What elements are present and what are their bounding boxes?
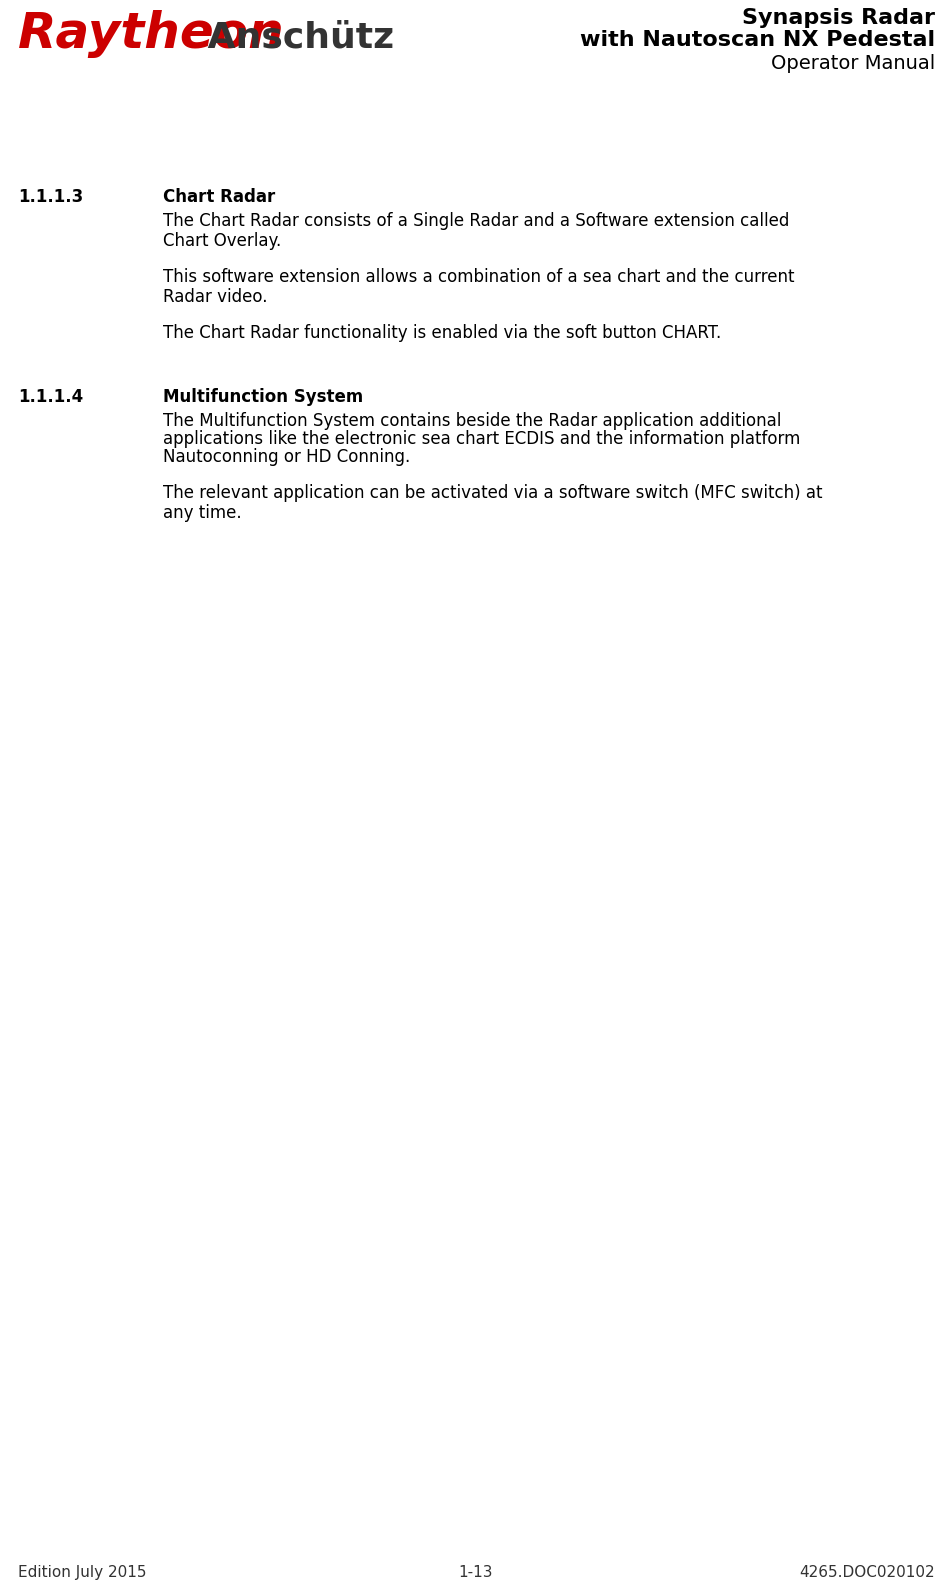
Text: Multifunction System: Multifunction System — [163, 388, 363, 406]
Text: The relevant application can be activated via a software switch (MFC switch) at: The relevant application can be activate… — [163, 484, 823, 503]
Text: Chart Overlay.: Chart Overlay. — [163, 232, 281, 250]
Text: Operator Manual: Operator Manual — [770, 54, 935, 73]
Text: any time.: any time. — [163, 504, 242, 522]
Text: Nautoconning or HD Conning.: Nautoconning or HD Conning. — [163, 449, 410, 466]
Text: applications like the electronic sea chart ECDIS and the information platform: applications like the electronic sea cha… — [163, 430, 801, 449]
Text: Synapsis Radar: Synapsis Radar — [742, 8, 935, 29]
Text: The Chart Radar functionality is enabled via the soft button CHART.: The Chart Radar functionality is enabled… — [163, 325, 721, 342]
Text: Chart Radar: Chart Radar — [163, 188, 275, 205]
Text: The Multifunction System contains beside the Radar application additional: The Multifunction System contains beside… — [163, 412, 782, 430]
Text: with Nautoscan NX Pedestal: with Nautoscan NX Pedestal — [580, 30, 935, 49]
Text: 4265.DOC020102: 4265.DOC020102 — [800, 1566, 935, 1580]
Text: Radar video.: Radar video. — [163, 288, 267, 305]
Text: Raytheon: Raytheon — [18, 10, 284, 57]
Text: The Chart Radar consists of a Single Radar and a Software extension called: The Chart Radar consists of a Single Rad… — [163, 212, 789, 231]
Text: 1.1.1.3: 1.1.1.3 — [18, 188, 84, 205]
Text: Anschütz: Anschütz — [195, 21, 394, 54]
Text: Edition July 2015: Edition July 2015 — [18, 1566, 146, 1580]
Text: This software extension allows a combination of a sea chart and the current: This software extension allows a combina… — [163, 267, 794, 286]
Text: 1.1.1.4: 1.1.1.4 — [18, 388, 84, 406]
Text: 1-13: 1-13 — [458, 1566, 493, 1580]
